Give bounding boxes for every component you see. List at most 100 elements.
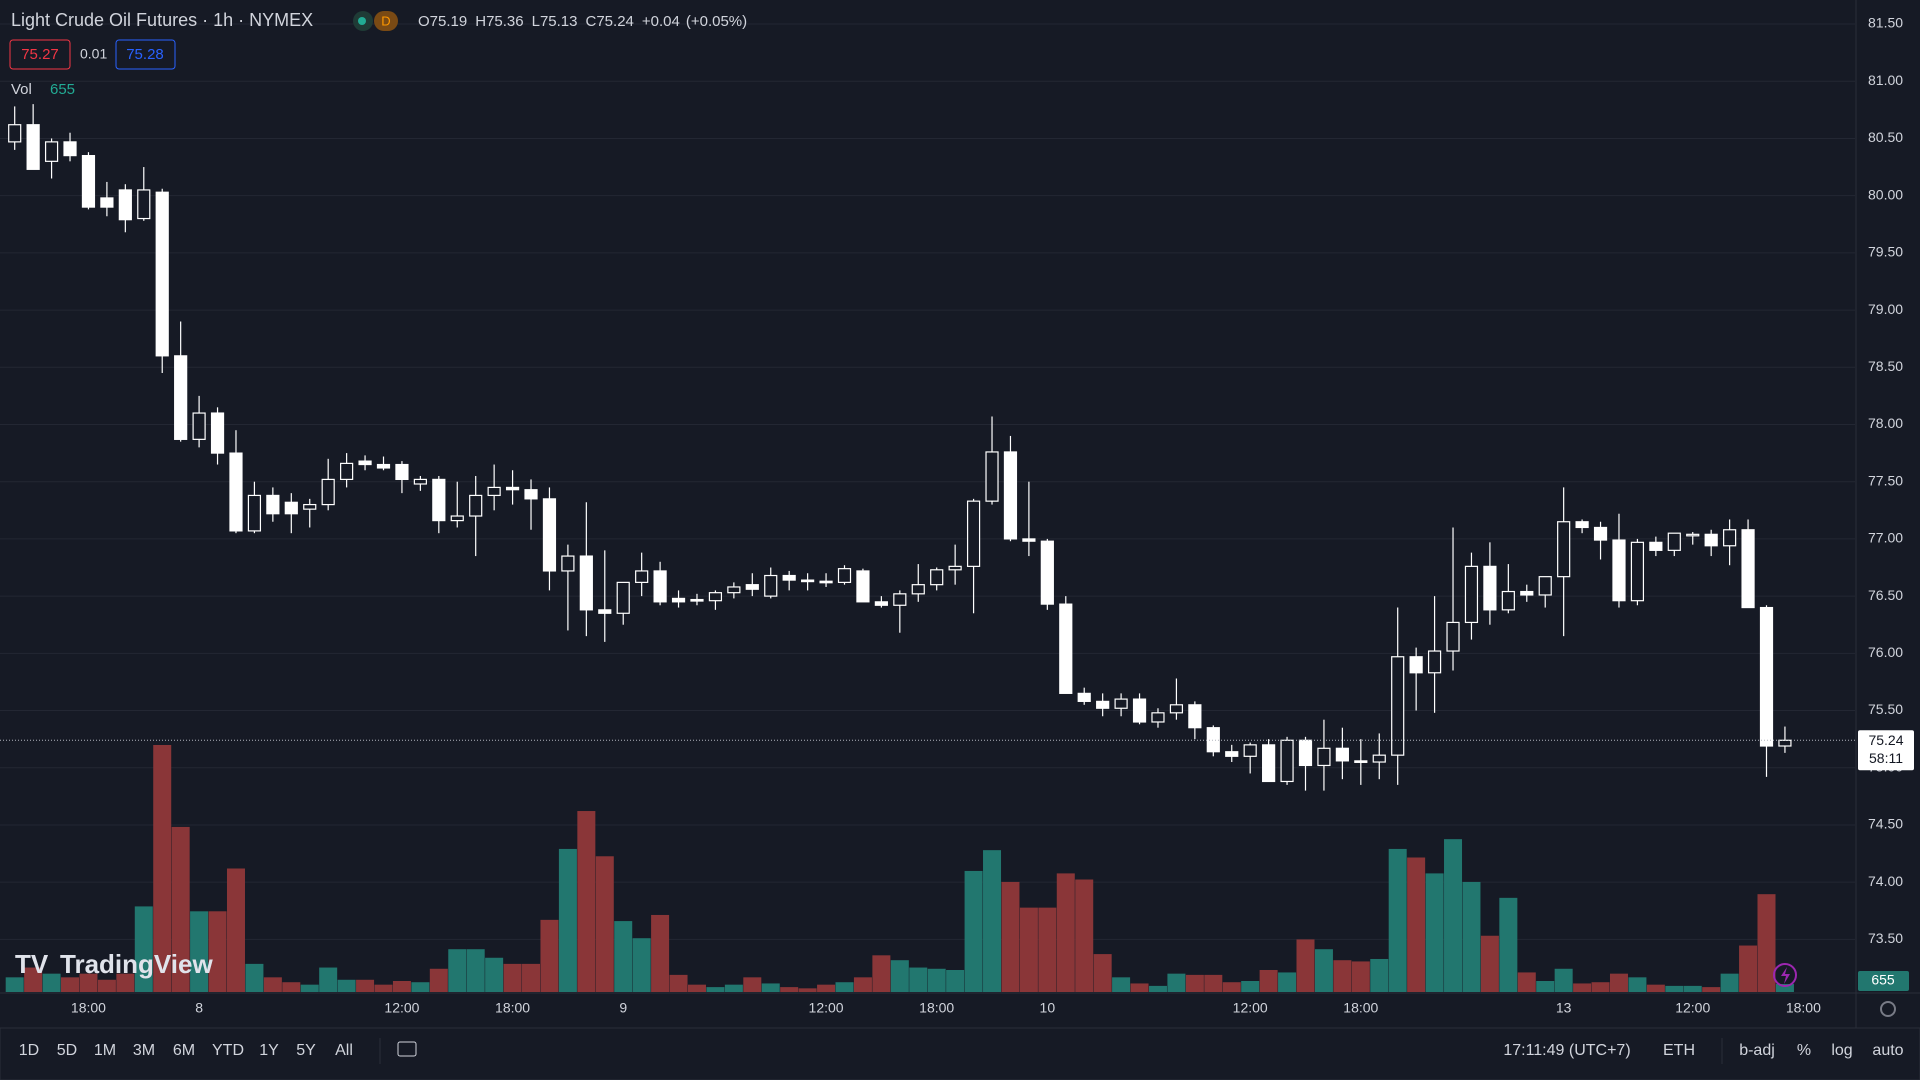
bid[interactable]: 75.27 — [21, 46, 59, 63]
volume-bar — [1591, 982, 1610, 992]
candle-body — [1003, 451, 1018, 540]
candle-body — [542, 498, 557, 572]
range-button[interactable]: 1Y — [259, 1042, 279, 1059]
x-tick-label: 12:00 — [809, 1000, 844, 1016]
candle-body — [1575, 521, 1589, 529]
range-button[interactable]: 1M — [94, 1042, 116, 1059]
volume-bar — [1775, 983, 1794, 992]
bar-countdown: 58:11 — [1869, 750, 1903, 766]
volume-bar — [1720, 973, 1739, 992]
candle-body — [930, 569, 944, 586]
volume-bar — [79, 973, 98, 992]
ask[interactable]: 75.28 — [126, 46, 164, 63]
candle-body — [1427, 650, 1442, 674]
candle-body — [487, 486, 501, 497]
volume-bar — [337, 979, 356, 992]
range-button[interactable]: 5D — [57, 1042, 77, 1059]
volume-bar — [466, 949, 485, 992]
candle-body — [469, 494, 483, 517]
range-button[interactable]: 6M — [173, 1042, 195, 1059]
candle-body — [708, 592, 723, 602]
open-value: 75.19 — [430, 13, 468, 30]
candle-body — [966, 500, 981, 567]
candle-body — [1280, 739, 1294, 783]
candle-body — [874, 601, 888, 606]
auto-toggle[interactable]: auto — [1872, 1042, 1903, 1059]
alert-bolt — [1781, 967, 1790, 984]
range-button[interactable]: 3M — [133, 1042, 155, 1059]
volume-bar — [1167, 973, 1186, 992]
candle-body — [1188, 704, 1202, 729]
candle-body — [1446, 621, 1460, 652]
y-tick-label: 76.00 — [1868, 644, 1903, 660]
candle-body — [985, 451, 999, 502]
candle-body — [1335, 747, 1349, 762]
candle-body — [1022, 538, 1036, 542]
candle-body — [1409, 656, 1423, 674]
candle-body — [1298, 739, 1313, 767]
candle-body — [1317, 747, 1331, 767]
volume-bar — [1739, 945, 1758, 992]
candle-body — [1151, 712, 1165, 723]
candle-body — [63, 141, 77, 157]
candle-body — [432, 478, 446, 522]
grid — [0, 23, 1855, 940]
y-tick-label: 81.00 — [1868, 72, 1903, 88]
y-tick-label: 77.50 — [1868, 472, 1903, 488]
y-tick-label: 77.00 — [1868, 530, 1903, 546]
candle-body — [1667, 532, 1681, 551]
candle-body — [358, 460, 372, 466]
range-button[interactable]: 5Y — [296, 1042, 316, 1059]
candle-body — [321, 478, 335, 506]
volume-bar — [1130, 983, 1149, 992]
volume-bar — [300, 984, 319, 992]
session-toggle[interactable]: ETH — [1663, 1042, 1695, 1059]
candle-body — [1612, 539, 1626, 602]
candle-body — [303, 503, 317, 510]
volume-bar — [964, 870, 983, 992]
candle-body — [1483, 565, 1497, 611]
candle-body — [616, 581, 630, 614]
candle-body — [653, 570, 667, 603]
volume-bar — [687, 984, 706, 992]
volume-bar — [1388, 848, 1407, 992]
volume-bar — [1056, 873, 1075, 992]
candle-body — [1059, 603, 1073, 694]
volume-bar — [1314, 949, 1333, 992]
ask-box[interactable] — [115, 39, 176, 70]
date-range-icon[interactable] — [397, 1041, 417, 1057]
adjust-toggle[interactable]: b-adj — [1739, 1042, 1775, 1059]
range-button[interactable]: 1D — [19, 1042, 39, 1059]
volume-bar — [485, 957, 504, 992]
volume-bar — [1665, 985, 1684, 992]
candle-body — [1778, 739, 1792, 747]
range-button[interactable]: All — [335, 1042, 353, 1059]
bid-box[interactable] — [9, 39, 71, 70]
log-toggle[interactable]: log — [1831, 1042, 1852, 1059]
candle-body — [1538, 576, 1552, 596]
volume-bar — [1222, 982, 1241, 992]
ohlc-line: O75.19 H75.36 L75.13 C75.24 +0.04 (+0.05%) — [418, 13, 747, 30]
volume-value: 655 — [50, 81, 75, 98]
volume-bar — [1646, 984, 1665, 992]
volume-bar — [1019, 907, 1038, 992]
candle-body — [413, 478, 427, 485]
volume-bar — [208, 911, 227, 992]
volume-bar — [263, 977, 282, 992]
percent-toggle[interactable]: % — [1797, 1042, 1811, 1059]
candle-body — [137, 189, 151, 220]
candle-body — [1132, 698, 1147, 723]
y-tick-label: 80.00 — [1868, 186, 1903, 202]
range-button[interactable]: YTD — [212, 1042, 244, 1059]
volume-bar — [1351, 961, 1370, 992]
alert-icon[interactable] — [1773, 963, 1797, 987]
x-tick-label: 18:00 — [1786, 1000, 1821, 1016]
volume-bar — [153, 745, 172, 992]
candle-body — [1557, 521, 1571, 578]
settings-icon[interactable] — [1880, 1001, 1896, 1017]
candle-body — [395, 463, 409, 481]
last-price-box — [1858, 730, 1914, 771]
volume-bar — [651, 914, 670, 992]
